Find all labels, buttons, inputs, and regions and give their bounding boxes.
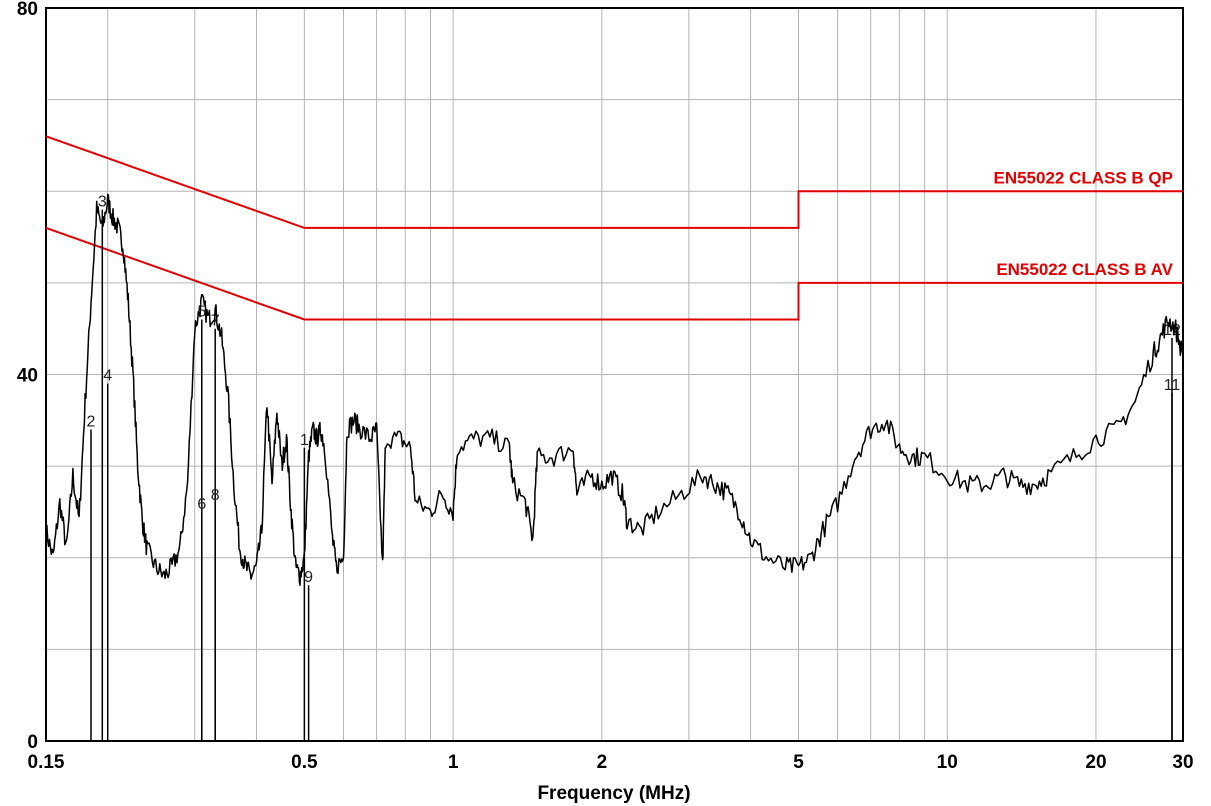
limit-line-2 — [45, 226, 1183, 321]
marker-label-2: 2 — [87, 413, 96, 430]
x-tick-label: 30 — [1172, 752, 1193, 773]
marker-label-1: 1 — [300, 432, 309, 449]
marker-label-6: 6 — [197, 496, 206, 513]
y-tick-label: 40 — [17, 366, 38, 387]
x-tick-label: 1 — [448, 752, 459, 773]
x-axis-title: Frequency (MHz) — [537, 783, 690, 804]
marker-label-4: 4 — [103, 368, 112, 385]
x-tick-labels: 0.15 0.5 1 2 5 10 20 30 — [28, 752, 1194, 773]
y-tick-label: 80 — [17, 0, 38, 20]
limit-label-2: EN55022 CLASS B AV — [996, 260, 1173, 279]
marker-label-7: 7 — [211, 313, 220, 330]
marker-label-3: 3 — [98, 194, 107, 211]
grid-lines — [46, 8, 1183, 741]
measurement-trace — [45, 193, 1184, 586]
x-tick-label: 10 — [937, 752, 958, 773]
limit-label-1: EN55022 CLASS B QP — [993, 168, 1173, 187]
limit-lines: EN55022 CLASS B QP EN55022 CLASS B AV — [45, 135, 1183, 321]
x-tick-label: 0.15 — [28, 752, 65, 773]
y-tick-labels: 0 40 80 — [17, 0, 38, 753]
y-tick-label: 0 — [27, 732, 38, 753]
plot-frame — [45, 7, 1184, 742]
trace-group — [45, 193, 1184, 586]
limit-line-1 — [45, 135, 1183, 229]
x-tick-label: 2 — [597, 752, 608, 773]
x-tick-label: 5 — [793, 752, 804, 773]
x-tick-label: 20 — [1085, 752, 1106, 773]
marker-label-8: 8 — [211, 487, 220, 504]
marker-label-5: 5 — [197, 304, 206, 321]
marker-label-9: 9 — [304, 569, 313, 586]
x-tick-label: 0.5 — [291, 752, 318, 773]
